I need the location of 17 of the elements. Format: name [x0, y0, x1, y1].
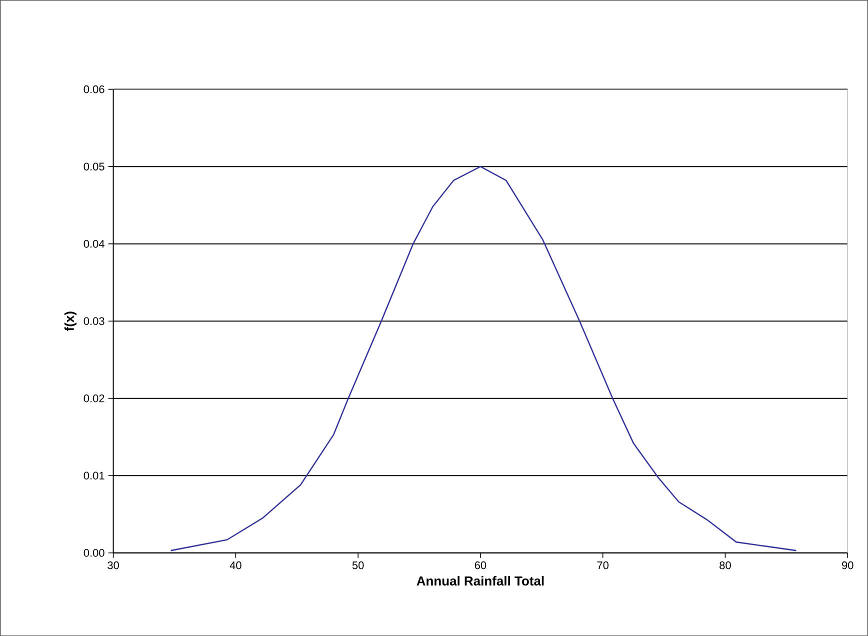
x-tick-label: 80 [720, 561, 731, 570]
y-tick-label: 0.02 [84, 394, 104, 402]
line-series [170, 166, 797, 552]
x-tick-label: 60 [474, 561, 486, 570]
y-tick-label: 0.05 [84, 162, 104, 170]
x-tick-label: 90 [842, 561, 854, 570]
x-tick-label: 30 [108, 561, 119, 570]
x-tick-label: 50 [352, 561, 364, 570]
y-tick-label: 0.03 [84, 317, 104, 325]
x-tick-label: 40 [230, 561, 242, 570]
y-tick-label: 0.00 [84, 548, 104, 557]
y-tick-label: 0.04 [84, 240, 104, 248]
x-tick-label: 70 [597, 561, 609, 570]
y-tick-label: 0.01 [84, 472, 104, 480]
y-axis-title: f(x) [64, 312, 77, 331]
y-tick-label: 0.06 [84, 85, 104, 94]
x-axis-title: Annual Rainfall Total [416, 576, 544, 586]
